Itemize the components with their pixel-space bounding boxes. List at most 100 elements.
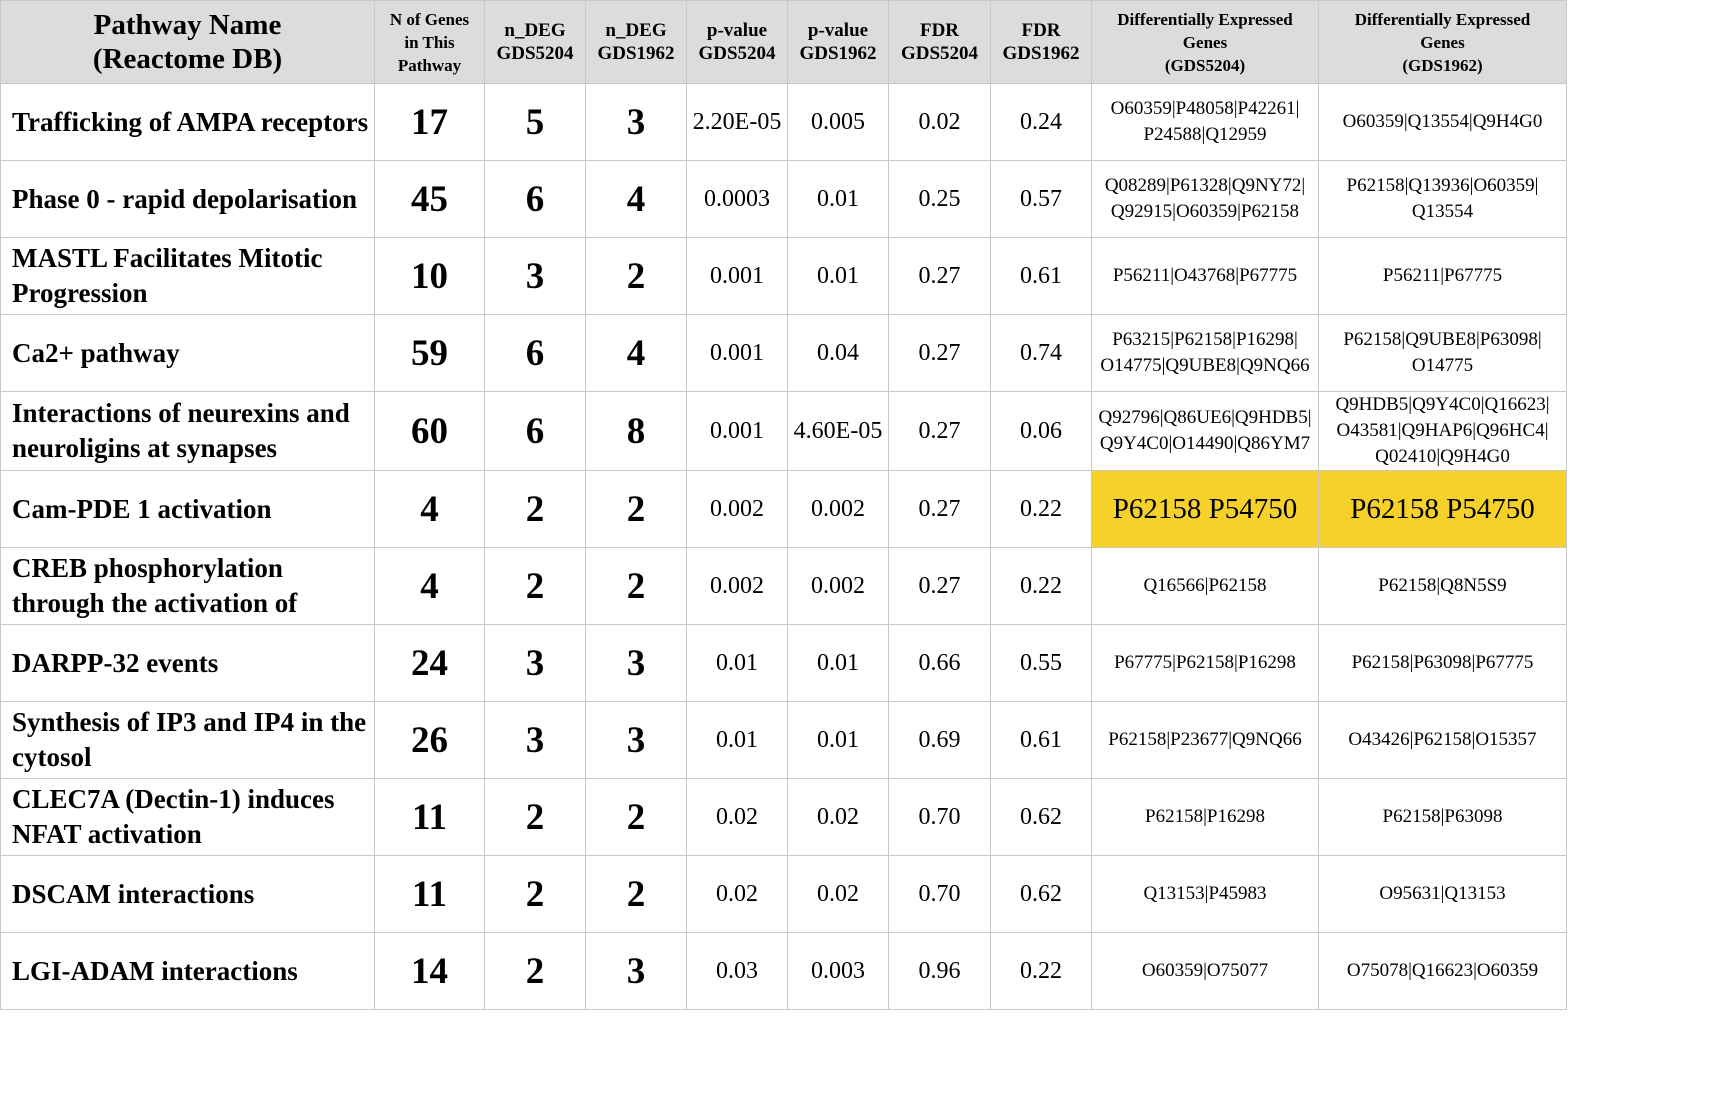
cell-fdr-gds5204: 0.27 [888,470,991,548]
header-text-line: Differentially Expressed [1354,9,1531,29]
cell-pvalue-gds5204: 0.03 [686,932,788,1010]
cell-pvalue-gds1962: 0.02 [787,778,889,856]
cell-genes-gds5204: P62158|P23677|Q9NQ66 [1091,701,1319,779]
gene-list: P62158 P54750 [1350,493,1535,525]
pathway-label: CLEC7A (Dectin-1) induces NFAT activatio… [12,784,335,849]
pathway-label: Trafficking of AMPA receptors [12,106,369,137]
header-text-line: Genes [1182,32,1228,52]
header-pvalue-gds1962: p-value GDS1962 [787,0,889,84]
gene-list: Q92796|Q86UE6|Q9HDB5|Q9Y4C0|O14490|Q86YM… [1098,407,1312,454]
cell-genes-gds5204: P67775|P62158|P16298 [1091,624,1319,702]
cell-fdr-gds5204: 0.69 [888,701,991,779]
header-text-line: Pathway Name [93,9,282,41]
gene-list: O60359|Q13554|Q9H4G0 [1342,111,1543,132]
cell-ndeg-gds5204: 3 [484,701,586,779]
table-row: Synthesis of IP3 and IP4 in the cytosol 2… [0,701,1567,779]
cell-pvalue-gds5204: 2.20E-05 [686,83,788,161]
pathway-label: Cam-PDE 1 activation [12,493,272,524]
header-text-line: GDS1962 [799,43,877,64]
cell-ndeg-gds1962: 8 [585,391,687,471]
gene-list: O43426|P62158|O15357 [1348,729,1537,750]
header-deg-gds5204: Differentially Expressed Genes (GDS5204) [1091,0,1319,84]
cell-fdr-gds1962: 0.06 [990,391,1092,471]
cell-n-genes: 59 [374,314,485,392]
cell-genes-gds1962: O95631|Q13153 [1318,855,1567,933]
cell-genes-gds1962: P62158|Q9UBE8|P63098|O14775 [1318,314,1567,392]
cell-ndeg-gds1962: 2 [585,470,687,548]
table-row: Cam-PDE 1 activation 4 2 2 0.002 0.002 0.27 0.2… [0,470,1567,548]
cell-fdr-gds1962: 0.61 [990,237,1092,315]
cell-n-genes: 45 [374,160,485,238]
cell-ndeg-gds5204: 2 [484,932,586,1010]
cell-ndeg-gds5204: 3 [484,624,586,702]
gene-list: P62158|Q8N5S9 [1378,575,1507,596]
header-text-line: n_DEG [504,20,566,41]
gene-list: P62158|P63098 [1382,806,1503,827]
header-text-line: GDS5204 [698,43,776,64]
cell-fdr-gds1962: 0.62 [990,778,1092,856]
header-ndeg-gds5204: n_DEG GDS5204 [484,0,586,84]
header-text-line: GDS1962 [1002,43,1080,64]
cell-ndeg-gds5204: 6 [484,160,586,238]
cell-genes-gds5204: O60359|O75077 [1091,932,1319,1010]
pathway-label: LGI-ADAM interactions [12,955,298,986]
cell-genes-gds1962: O75078|Q16623|O60359 [1318,932,1567,1010]
cell-ndeg-gds5204: 2 [484,778,586,856]
cell-genes-gds5204: P56211|O43768|P67775 [1091,237,1319,315]
cell-n-genes: 24 [374,624,485,702]
header-text-line: N of Genes [389,9,470,29]
cell-n-genes: 4 [374,470,485,548]
cell-pathway-name: CREB phosphorylation through the activat… [0,547,375,625]
cell-pathway-name: LGI-ADAM interactions [0,932,375,1010]
cell-genes-gds1962: O43426|P62158|O15357 [1318,701,1567,779]
gene-list: Q9HDB5|Q9Y4C0|Q16623|O43581|Q9HAP6|Q96HC… [1335,394,1550,467]
cell-ndeg-gds5204: 6 [484,314,586,392]
cell-ndeg-gds1962: 3 [585,83,687,161]
cell-ndeg-gds1962: 2 [585,547,687,625]
cell-pvalue-gds1962: 0.005 [787,83,889,161]
header-pathway-name: Pathway Name (Reactome DB) [0,0,375,84]
cell-fdr-gds1962: 0.22 [990,470,1092,548]
header-row: Pathway Name (Reactome DB) N of Genes in T… [0,0,1567,84]
cell-n-genes: 26 [374,701,485,779]
cell-fdr-gds5204: 0.66 [888,624,991,702]
cell-genes-gds5204: P62158|P16298 [1091,778,1319,856]
cell-ndeg-gds5204: 2 [484,855,586,933]
gene-list: P56211|O43768|P67775 [1112,265,1298,286]
cell-fdr-gds5204: 0.25 [888,160,991,238]
cell-pvalue-gds1962: 0.003 [787,932,889,1010]
header-text-line: FDR [919,20,960,41]
cell-pathway-name: Cam-PDE 1 activation [0,470,375,548]
cell-genes-gds1962: P56211|P67775 [1318,237,1567,315]
pathway-table-container: Pathway Name (Reactome DB) N of Genes in T… [0,0,1567,1010]
gene-list: P63215|P62158|P16298|O14775|Q9UBE8|Q9NQ6… [1100,329,1310,376]
header-n-genes: N of Genes in This Pathway [374,0,485,84]
cell-fdr-gds1962: 0.62 [990,855,1092,933]
cell-genes-gds1962: P62158|P63098|P67775 [1318,624,1567,702]
cell-genes-gds5204: P62158 P54750 [1091,470,1319,548]
cell-fdr-gds5204: 0.96 [888,932,991,1010]
gene-list: O95631|Q13153 [1379,883,1506,904]
cell-pvalue-gds5204: 0.001 [686,237,788,315]
cell-pvalue-gds5204: 0.002 [686,547,788,625]
cell-fdr-gds5204: 0.27 [888,391,991,471]
cell-ndeg-gds1962: 3 [585,624,687,702]
cell-ndeg-gds5204: 2 [484,470,586,548]
cell-pathway-name: Interactions of neurexins and neuroligin… [0,391,375,471]
cell-pvalue-gds5204: 0.001 [686,391,788,471]
pathway-label: CREB phosphorylation through the activat… [12,553,298,618]
cell-pathway-name: MASTL Facilitates Mitotic Progression [0,237,375,315]
cell-genes-gds5204: P63215|P62158|P16298|O14775|Q9UBE8|Q9NQ6… [1091,314,1319,392]
cell-ndeg-gds5204: 6 [484,391,586,471]
gene-list: P62158|P16298 [1145,806,1265,827]
cell-genes-gds1962: P62158|Q13936|O60359|Q13554 [1318,160,1567,238]
cell-fdr-gds5204: 0.02 [888,83,991,161]
gene-list: O60359|P48058|P42261|P24588|Q12959 [1110,98,1300,145]
table-row: Ca2+ pathway 59 6 4 0.001 0.04 0.27 0.74 P63215|… [0,314,1567,392]
cell-genes-gds1962: P62158|P63098 [1318,778,1567,856]
header-text-line: GDS5204 [496,43,574,64]
cell-fdr-gds1962: 0.22 [990,932,1092,1010]
cell-fdr-gds1962: 0.22 [990,547,1092,625]
header-text-line: in This [404,32,455,52]
header-fdr-gds1962: FDR GDS1962 [990,0,1092,84]
